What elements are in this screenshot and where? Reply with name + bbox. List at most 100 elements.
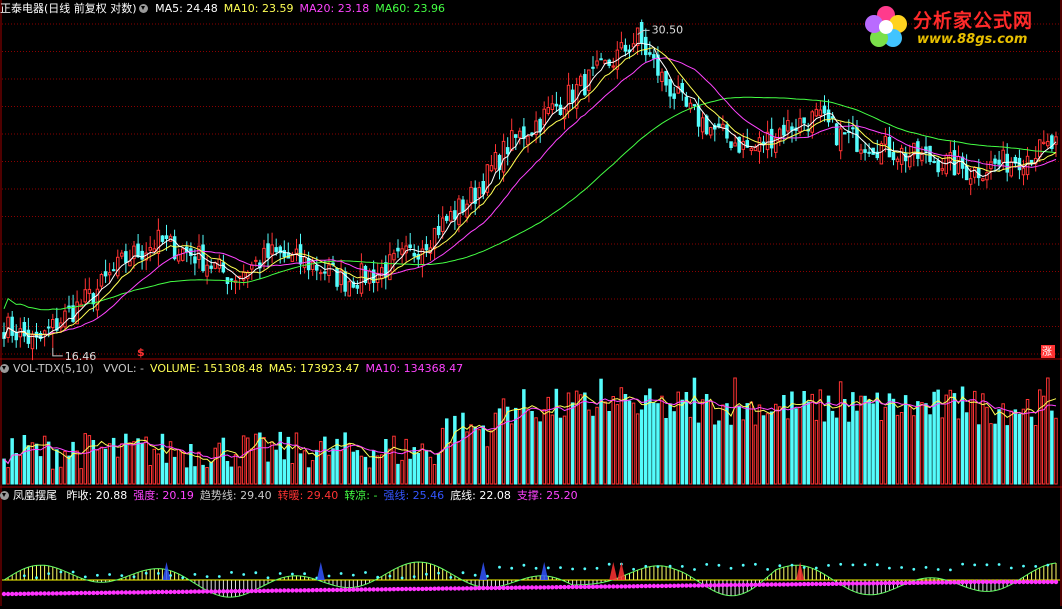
trend-dot: [985, 563, 989, 567]
trend-dot: [96, 573, 99, 577]
candle-body: [278, 246, 282, 254]
support-dot: [176, 589, 181, 595]
support-dot: [818, 581, 823, 587]
candle-body: [193, 256, 197, 264]
support-dot: [144, 590, 149, 595]
candle-body: [1021, 167, 1026, 176]
support-dot: [10, 591, 15, 597]
trend-dot: [656, 565, 660, 568]
candle-body: [477, 187, 481, 199]
support-dot: [135, 590, 141, 595]
support-dot: [302, 588, 307, 593]
volume-bar: [497, 408, 502, 485]
candle-body: [769, 128, 774, 149]
candle-body: [1025, 155, 1030, 176]
volume-bar: [367, 467, 372, 485]
support-dot: [87, 590, 92, 596]
volume-bar: [745, 403, 749, 485]
volume-bar: [863, 395, 867, 485]
candle-body: [294, 248, 299, 254]
support-dot: [712, 583, 717, 588]
volume-bar: [489, 430, 494, 485]
volume-bar: [160, 433, 165, 485]
volume-bar: [908, 406, 912, 485]
trend-dot: [717, 563, 721, 567]
indicator-value: MA10: 134368.47: [365, 362, 464, 375]
volume-bar: [916, 401, 920, 485]
candle-body: [778, 128, 782, 142]
volume-bar: [603, 401, 607, 485]
trend-dot: [729, 566, 733, 570]
support-dot: [672, 583, 677, 588]
volume-bar: [830, 410, 835, 485]
support-dot: [915, 580, 921, 585]
trend-dot: [802, 566, 806, 569]
volume-bar: [107, 443, 112, 485]
candle-body: [579, 75, 583, 86]
volume-bar: [790, 391, 794, 485]
volume-bar: [396, 463, 400, 485]
volume-bar: [453, 415, 457, 485]
volume-bar: [111, 437, 116, 485]
candle-body: [164, 235, 169, 240]
volume-bar: [993, 423, 997, 485]
trend-dot: [278, 572, 282, 575]
support-dot: [757, 582, 762, 587]
dropdown-icon[interactable]: [0, 491, 9, 500]
volume-bar: [639, 409, 644, 485]
trend-dot: [22, 574, 26, 578]
volume-bar: [371, 450, 376, 485]
support-dot: [424, 586, 429, 591]
dropdown-icon[interactable]: [138, 4, 148, 13]
trend-dot: [924, 566, 928, 569]
volume-bar: [380, 454, 384, 485]
support-dot: [131, 590, 137, 595]
volume-bar: [363, 456, 368, 485]
dropdown-icon[interactable]: [0, 364, 9, 373]
candle-body: [838, 128, 843, 152]
support-dot: [655, 583, 661, 589]
trend-dot: [35, 576, 38, 580]
candle-body: [489, 165, 494, 172]
support-dot: [639, 583, 644, 589]
support-dot: [237, 588, 242, 594]
indicator-value: 底线: 22.08: [450, 489, 511, 502]
trend-dot: [571, 567, 574, 571]
support-dot: [866, 581, 872, 586]
support-dot: [99, 590, 104, 595]
indicator-value: 强线: 25.46: [383, 489, 445, 502]
trend-dot: [388, 574, 392, 578]
support-dot: [432, 586, 437, 591]
candle-body: [652, 54, 656, 59]
volume-bar: [810, 393, 814, 485]
trend-dot: [425, 572, 428, 576]
support-dot: [298, 588, 303, 593]
support-dot: [688, 583, 693, 588]
trend-dot: [973, 563, 977, 567]
support-dot: [306, 588, 311, 593]
candle-body: [518, 130, 522, 139]
volume-bar: [465, 431, 469, 485]
trend-dot: [949, 568, 952, 572]
signal-spike: [162, 562, 171, 580]
candle-body: [968, 178, 973, 185]
candle-body: [319, 272, 323, 275]
trend-dot: [583, 567, 587, 571]
support-dot: [594, 584, 600, 589]
support-dot: [209, 589, 214, 594]
volume-bar: [290, 463, 295, 485]
candle-body: [282, 250, 286, 258]
support-dot: [1025, 579, 1030, 585]
support-dot: [875, 581, 880, 586]
support-dot: [347, 587, 352, 592]
volume-bar: [428, 456, 433, 485]
support-dot: [1001, 579, 1006, 585]
volume-bar: [534, 417, 538, 485]
candle-body: [46, 326, 51, 329]
trend-dot: [875, 563, 879, 567]
trend-dot: [778, 564, 782, 568]
volume-bar: [652, 402, 656, 485]
support-dot: [887, 580, 892, 586]
trend-dot: [339, 572, 343, 575]
